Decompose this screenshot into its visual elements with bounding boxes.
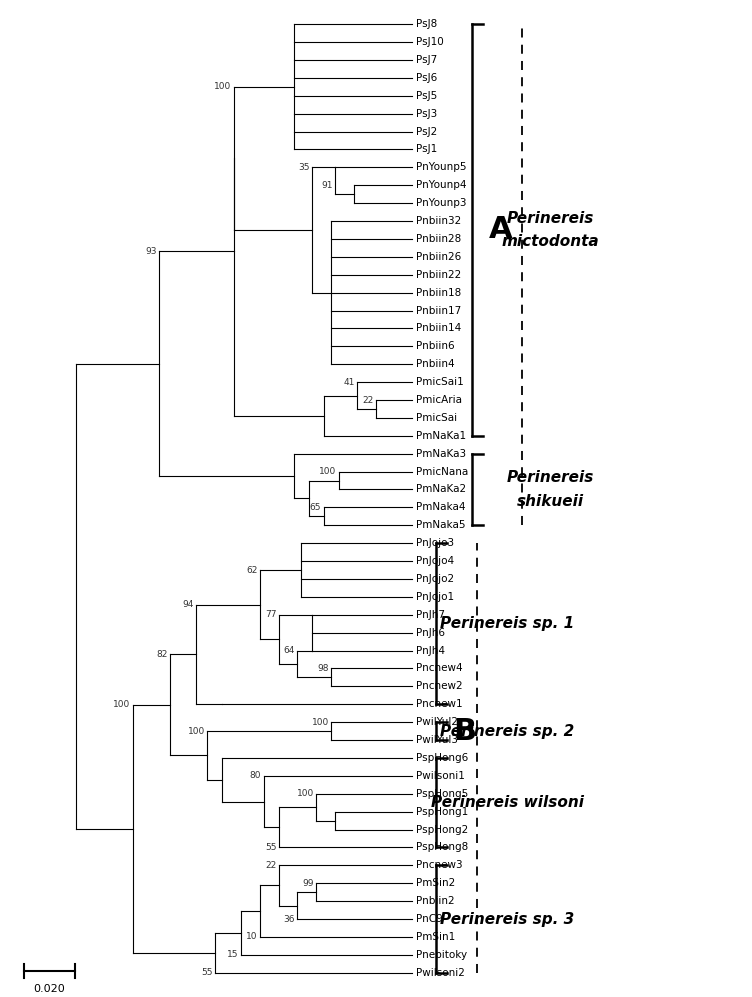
- Text: Pnbiin2: Pnbiin2: [417, 896, 455, 906]
- Text: 93: 93: [145, 246, 156, 256]
- Text: 82: 82: [156, 650, 168, 659]
- Text: PmNaKa2: PmNaKa2: [417, 485, 466, 495]
- Text: PnJojo3: PnJojo3: [417, 538, 454, 548]
- Text: 91: 91: [321, 180, 332, 189]
- Text: PnJh4: PnJh4: [417, 646, 445, 656]
- Text: PmNaka5: PmNaka5: [417, 520, 466, 530]
- Text: PmicSai1: PmicSai1: [417, 377, 464, 387]
- Text: B: B: [453, 717, 476, 746]
- Text: Perinereis wilsoni: Perinereis wilsoni: [431, 796, 584, 811]
- Text: Pnbiin26: Pnbiin26: [417, 252, 462, 262]
- Text: 36: 36: [284, 914, 295, 923]
- Text: 41: 41: [344, 378, 355, 387]
- Text: PsJ8: PsJ8: [417, 19, 438, 29]
- Text: A: A: [489, 215, 512, 244]
- Text: Pnbiin22: Pnbiin22: [417, 270, 462, 280]
- Text: 22: 22: [265, 860, 276, 869]
- Text: 22: 22: [362, 396, 374, 405]
- Text: PmNaKa1: PmNaKa1: [417, 431, 466, 441]
- Text: Pnbiin32: Pnbiin32: [417, 216, 462, 226]
- Text: Pncnew1: Pncnew1: [417, 699, 463, 709]
- Text: Pnepitoky: Pnepitoky: [417, 950, 468, 960]
- Text: PspHong5: PspHong5: [417, 789, 468, 799]
- Text: PnYounp4: PnYounp4: [417, 180, 467, 190]
- Text: PmicNana: PmicNana: [417, 467, 468, 477]
- Text: 77: 77: [265, 610, 276, 619]
- Text: 62: 62: [246, 565, 258, 574]
- Text: PspHong8: PspHong8: [417, 842, 468, 852]
- Text: PspHong1: PspHong1: [417, 807, 468, 817]
- Text: 35: 35: [299, 163, 310, 171]
- Text: PmSin1: PmSin1: [417, 932, 456, 942]
- Text: 100: 100: [188, 727, 205, 736]
- Text: PsJ5: PsJ5: [417, 91, 438, 101]
- Text: Pnbiin4: Pnbiin4: [417, 359, 455, 369]
- Text: 10: 10: [246, 932, 258, 941]
- Text: PmSin2: PmSin2: [417, 878, 456, 888]
- Text: 64: 64: [284, 646, 295, 655]
- Text: PnYounp3: PnYounp3: [417, 198, 467, 208]
- Text: Perinereis sp. 3: Perinereis sp. 3: [440, 911, 575, 926]
- Text: 94: 94: [183, 600, 194, 609]
- Text: PmNaKa3: PmNaKa3: [417, 449, 466, 459]
- Text: PsJ1: PsJ1: [417, 145, 438, 155]
- Text: 100: 100: [311, 718, 329, 727]
- Text: PspHong6: PspHong6: [417, 753, 468, 763]
- Text: Pnbiin28: Pnbiin28: [417, 234, 462, 244]
- Text: PsJ7: PsJ7: [417, 55, 438, 65]
- Text: shikueii: shikueii: [517, 494, 584, 508]
- Text: Pncnew3: Pncnew3: [417, 860, 463, 870]
- Text: 80: 80: [250, 772, 262, 781]
- Text: Pwilsoni1: Pwilsoni1: [417, 771, 465, 781]
- Text: PspHong2: PspHong2: [417, 825, 468, 834]
- Text: 100: 100: [214, 83, 232, 92]
- Text: Perinereis: Perinereis: [507, 210, 594, 225]
- Text: Perinereis sp. 2: Perinereis sp. 2: [440, 724, 575, 739]
- Text: 99: 99: [302, 878, 314, 887]
- Text: PsJ3: PsJ3: [417, 109, 438, 119]
- Text: Pncnew2: Pncnew2: [417, 681, 463, 691]
- Text: PnJh6: PnJh6: [417, 628, 445, 638]
- Text: PnYounp5: PnYounp5: [417, 163, 467, 172]
- Text: 55: 55: [265, 842, 276, 851]
- Text: PwilYul2: PwilYul2: [417, 717, 459, 727]
- Text: PnJojo1: PnJojo1: [417, 592, 454, 602]
- Text: PmNaka4: PmNaka4: [417, 502, 466, 512]
- Text: PsJ6: PsJ6: [417, 73, 438, 83]
- Text: 65: 65: [310, 502, 321, 511]
- Text: mictodonta: mictodonta: [502, 234, 599, 249]
- Text: PnJh7: PnJh7: [417, 610, 445, 620]
- Text: 100: 100: [319, 468, 336, 477]
- Text: Pnbiin17: Pnbiin17: [417, 305, 462, 315]
- Text: Pnbiin14: Pnbiin14: [417, 323, 462, 333]
- Text: Pnbiin18: Pnbiin18: [417, 287, 462, 298]
- Text: Pnbiin6: Pnbiin6: [417, 341, 455, 351]
- Text: 98: 98: [317, 664, 329, 673]
- Text: 0.020: 0.020: [34, 984, 65, 994]
- Text: PmicAria: PmicAria: [417, 395, 462, 405]
- Text: PmicSai: PmicSai: [417, 413, 457, 423]
- Text: 100: 100: [296, 790, 314, 799]
- Text: 15: 15: [227, 950, 239, 959]
- Text: PwilYul3: PwilYul3: [417, 735, 459, 745]
- Text: PsJ2: PsJ2: [417, 127, 438, 137]
- Text: Pwilsoni2: Pwilsoni2: [417, 968, 465, 978]
- Text: 100: 100: [113, 701, 130, 710]
- Text: PnC9: PnC9: [417, 914, 443, 924]
- Text: PsJ10: PsJ10: [417, 37, 444, 47]
- Text: Perinereis sp. 1: Perinereis sp. 1: [440, 616, 575, 631]
- Text: PnJojo4: PnJojo4: [417, 556, 454, 566]
- Text: 55: 55: [202, 968, 213, 977]
- Text: Perinereis: Perinereis: [507, 471, 594, 486]
- Text: Pncnew4: Pncnew4: [417, 663, 463, 673]
- Text: PnJojo2: PnJojo2: [417, 574, 454, 584]
